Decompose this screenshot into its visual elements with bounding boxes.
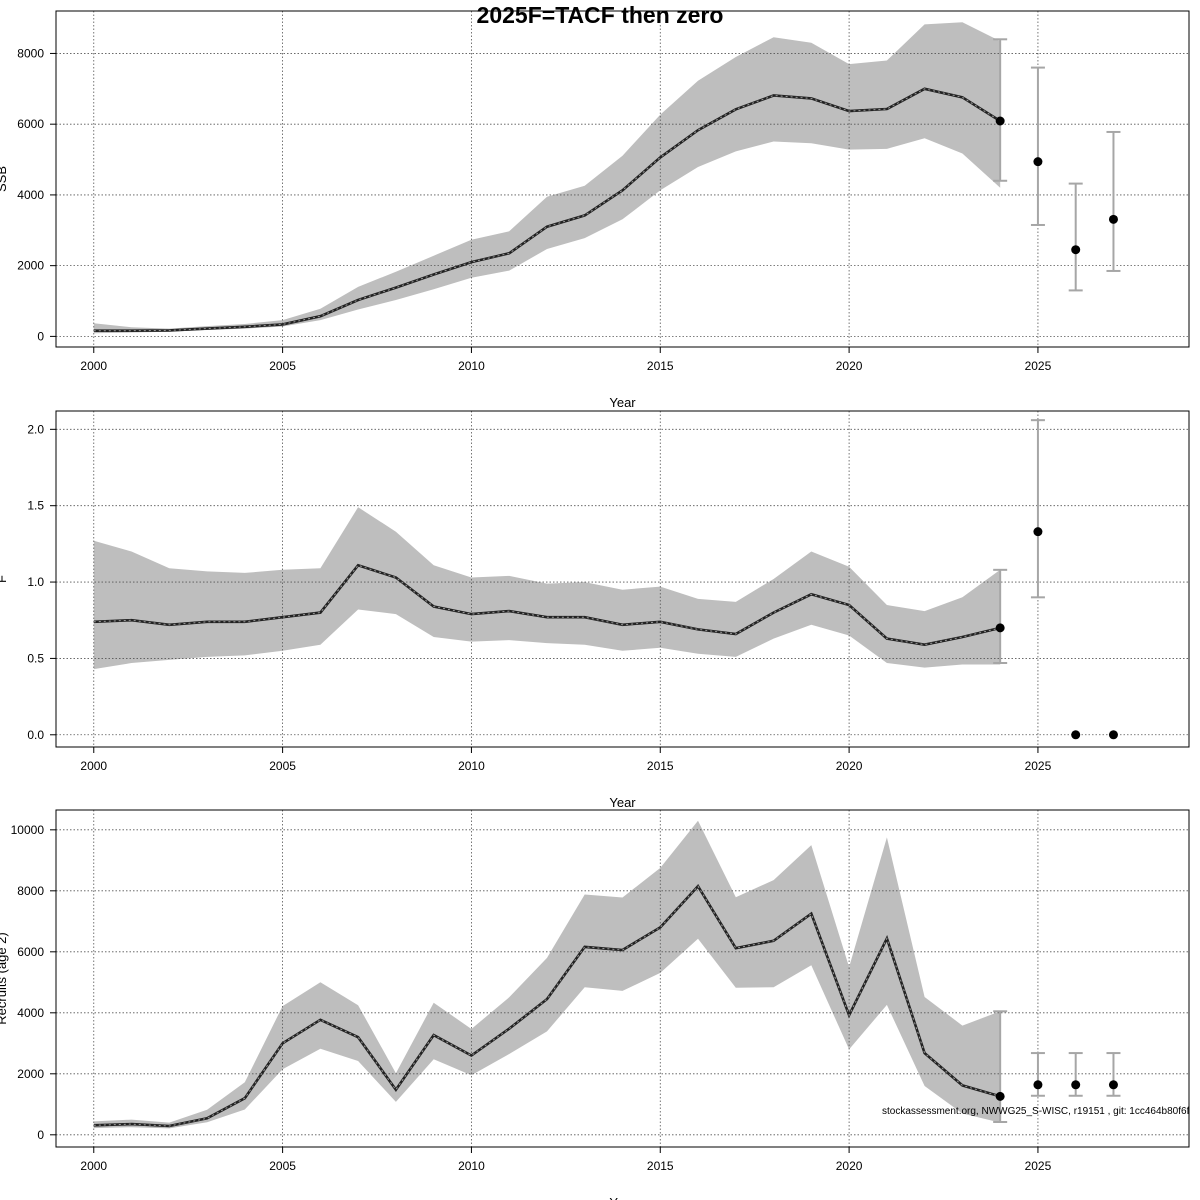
plot-frame — [55, 10, 1190, 348]
y-tick-label: 4000 — [17, 1006, 44, 1020]
y-axis-label: SSB — [0, 166, 9, 192]
y-tick-label: 1.5 — [27, 499, 44, 513]
x-tick-label: 2020 — [836, 1159, 863, 1173]
x-tick-label: 2015 — [647, 359, 674, 373]
x-tick-label: 2005 — [269, 759, 296, 773]
x-axis-label: Year — [609, 1195, 636, 1200]
y-tick-label: 8000 — [17, 46, 44, 60]
panel-1: 2000 2005 2010 2015 2020 2025 0 2000 4000 6000 800… — [0, 10, 1190, 410]
forecast-point — [1071, 1080, 1081, 1090]
forecast-point — [1108, 214, 1118, 224]
plot-frame — [55, 809, 1190, 1148]
x-tick-label: 2010 — [458, 759, 485, 773]
forecast-errorbar — [1068, 182, 1083, 292]
panel-2: 2000 2005 2010 2015 2020 2025 0.0 0.5 1.0 1.5 2.0 Y… — [0, 410, 1190, 810]
x-tick-label: 2010 — [458, 1159, 485, 1173]
forecast-point — [995, 1091, 1005, 1101]
confidence-band — [93, 22, 1001, 334]
x-tick-label: 2010 — [458, 359, 485, 373]
estimate-line-dash — [93, 885, 1001, 1127]
forecast-point — [1071, 730, 1081, 740]
estimate-line-dash — [93, 88, 1001, 332]
x-tick-label: 2005 — [269, 1159, 296, 1173]
forecast-point — [1108, 1080, 1118, 1090]
forecast-errorbar — [1030, 66, 1045, 226]
plot-frame — [55, 410, 1190, 748]
y-tick-label: 4000 — [17, 188, 44, 202]
y-tick-label: 0.5 — [27, 651, 44, 665]
panel-3: 2000 2005 2010 2015 2020 2025 0 2000 4000 6000 800… — [0, 809, 1190, 1200]
x-tick-label: 2015 — [647, 759, 674, 773]
x-tick-label: 2020 — [836, 759, 863, 773]
forecast-point — [1033, 527, 1043, 537]
forecast-errorbar — [1030, 1052, 1045, 1097]
y-tick-label: 0 — [37, 329, 44, 343]
y-tick-label: 1.0 — [27, 575, 44, 589]
x-tick-label: 2015 — [647, 1159, 674, 1173]
x-tick-label: 2000 — [80, 759, 107, 773]
x-tick-label: 2025 — [1025, 759, 1052, 773]
forecast-errorbar — [1106, 130, 1121, 272]
forecast-errorbar — [993, 568, 1008, 664]
forecast-point — [1033, 157, 1043, 167]
y-tick-label: 2000 — [17, 1067, 44, 1081]
confidence-band — [93, 507, 1001, 670]
forecast-errorbar — [1030, 419, 1045, 599]
confidence-band — [93, 820, 1001, 1129]
chart-title: 2025F=TACF then zero — [476, 2, 724, 28]
forecast-point — [995, 116, 1005, 126]
y-tick-label: 0.0 — [27, 728, 44, 742]
y-axis-label: Recruits (age 2) — [0, 932, 9, 1024]
forecast-point — [1108, 730, 1118, 740]
forecast-point — [995, 623, 1005, 633]
x-tick-label: 2000 — [80, 1159, 107, 1173]
y-tick-label: 6000 — [17, 945, 44, 959]
y-tick-label: 6000 — [17, 117, 44, 131]
y-tick-label: 10000 — [11, 823, 45, 837]
forecast-point — [1033, 1080, 1043, 1090]
x-tick-label: 2025 — [1025, 1159, 1052, 1173]
y-axis-label: F — [0, 575, 9, 583]
forecast-errorbar — [993, 38, 1008, 182]
forecast-errorbar — [1068, 1052, 1083, 1097]
forecast-point — [1071, 245, 1081, 255]
x-axis-label: Year — [609, 395, 636, 410]
x-tick-label: 2025 — [1025, 359, 1052, 373]
estimate-line-dash — [93, 564, 1001, 646]
footnote-text: stockassessment.org, NWWG25_S-WISC, r191… — [882, 1106, 1190, 1117]
x-tick-label: 2020 — [836, 359, 863, 373]
y-tick-label: 8000 — [17, 884, 44, 898]
y-tick-label: 2000 — [17, 259, 44, 273]
y-tick-label: 2.0 — [27, 422, 44, 436]
forecast-errorbar — [1106, 1052, 1121, 1097]
x-axis-label: Year — [609, 795, 636, 810]
forecast-errorbar — [993, 1010, 1008, 1123]
y-tick-label: 0 — [37, 1128, 44, 1142]
x-tick-label: 2000 — [80, 359, 107, 373]
x-tick-label: 2005 — [269, 359, 296, 373]
